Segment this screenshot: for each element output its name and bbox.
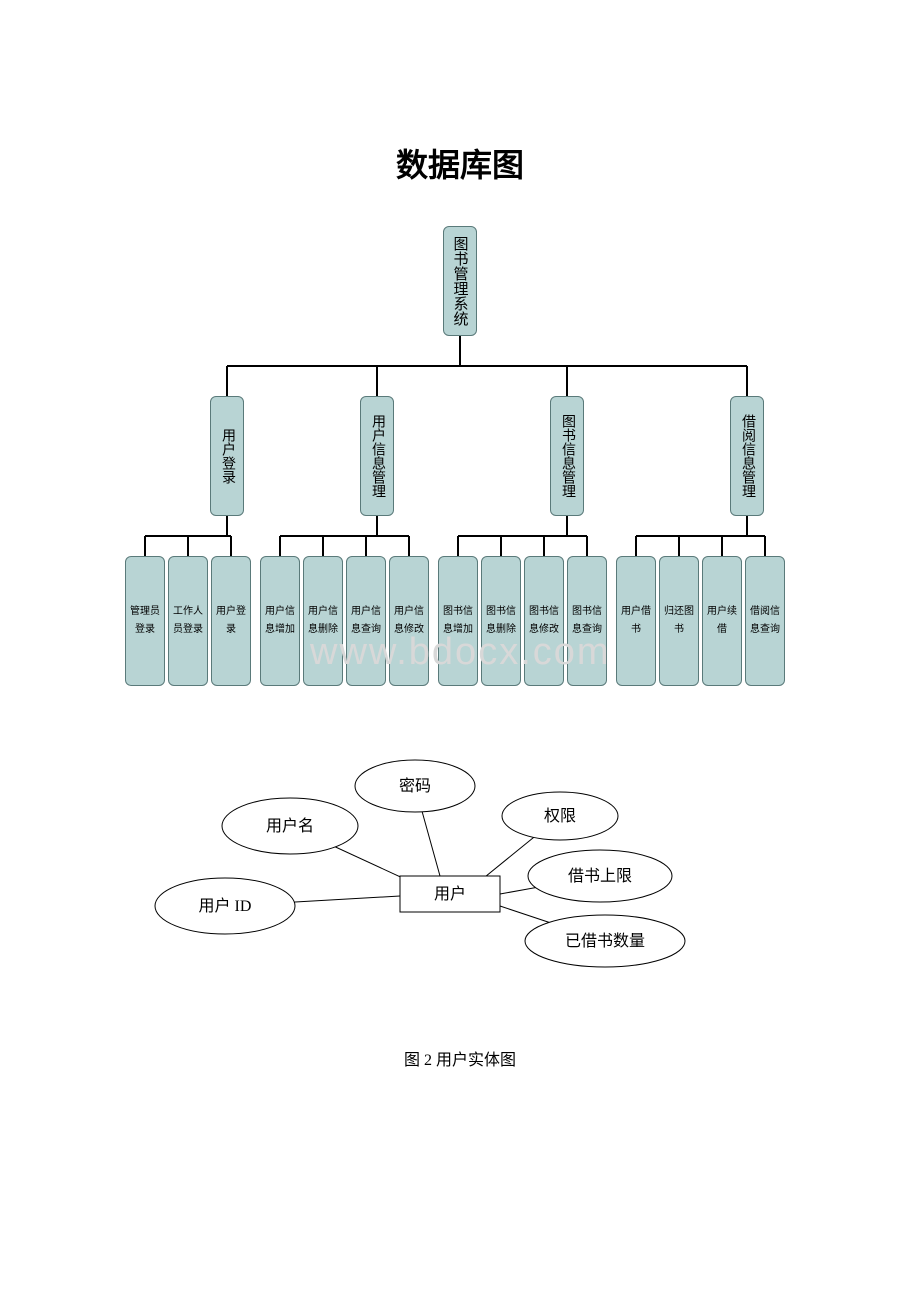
er-entity-label: 用户 xyxy=(434,885,466,903)
tree-leaf-node: 用户信息增加 xyxy=(260,556,300,686)
tree-leaf-node: 用户信息删除 xyxy=(303,556,343,686)
tree-leaf-node: 图书信息删除 xyxy=(481,556,521,686)
page-title: 数据库图 xyxy=(0,140,920,186)
tree-leaf-node: 用户信息修改 xyxy=(389,556,429,686)
tree-leaf-node: 借阅信息查询 xyxy=(745,556,785,686)
tree-level2-node: 图书信息管理 xyxy=(550,396,584,516)
tree-leaf-node: 图书信息修改 xyxy=(524,556,564,686)
hierarchy-diagram: 图书管理系统用户登录用户信息管理图书信息管理借阅信息管理管理员登录工作人员登录用… xyxy=(0,226,920,706)
er-attribute-label: 用户名 xyxy=(266,817,314,835)
er-diagram: 用户 密码用户名用户 ID 权限借书上限已借书数量 xyxy=(0,746,920,1006)
tree-leaf-node: 图书信息查询 xyxy=(567,556,607,686)
tree-leaf-node: 用户续借 xyxy=(702,556,742,686)
tree-leaf-node: 归还图书 xyxy=(659,556,699,686)
tree-level2-node: 用户信息管理 xyxy=(360,396,394,516)
tree-level2-node: 借阅信息管理 xyxy=(730,396,764,516)
tree-leaf-node: 用户登录 xyxy=(211,556,251,686)
er-attribute-label: 借书上限 xyxy=(568,867,632,885)
er-attribute-label: 密码 xyxy=(399,777,431,795)
tree-leaf-node: 工作人员登录 xyxy=(168,556,208,686)
tree-leaf-node: 用户信息查询 xyxy=(346,556,386,686)
tree-level2-node: 用户登录 xyxy=(210,396,244,516)
er-caption: 图 2 用户实体图 xyxy=(0,1046,920,1070)
tree-leaf-node: 图书信息增加 xyxy=(438,556,478,686)
er-attribute-label: 权限 xyxy=(544,807,576,825)
tree-leaf-node: 管理员登录 xyxy=(125,556,165,686)
er-attribute-label: 已借书数量 xyxy=(565,932,645,950)
tree-root-node: 图书管理系统 xyxy=(443,226,477,336)
er-attribute-label: 用户 ID xyxy=(199,897,252,915)
tree-leaf-node: 用户借书 xyxy=(616,556,656,686)
er-svg: 用户 密码用户名用户 ID 权限借书上限已借书数量 xyxy=(0,746,920,1006)
